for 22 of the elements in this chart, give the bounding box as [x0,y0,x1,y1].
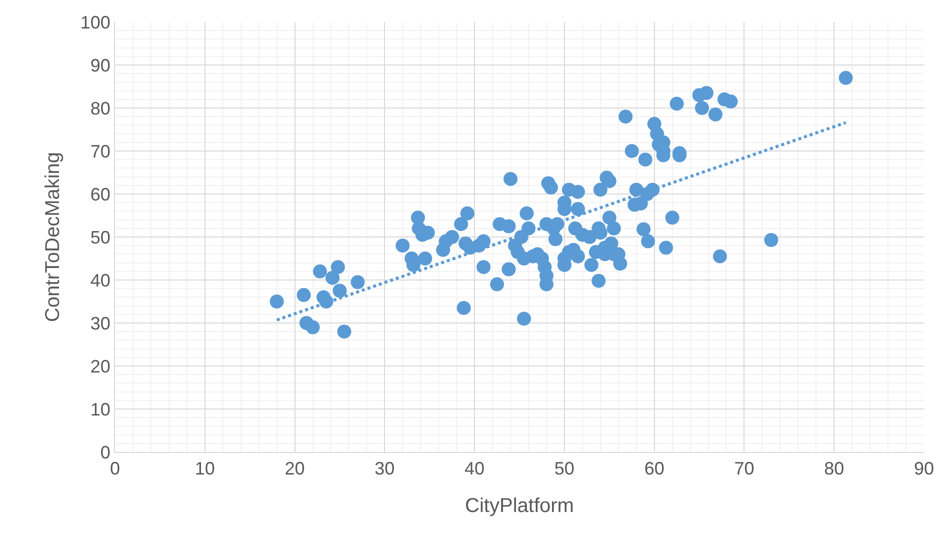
y-tick-label: 60 [90,184,110,204]
y-tick-label: 70 [90,141,110,162]
x-tick-label: 70 [734,458,754,479]
y-tick-label: 100 [80,12,110,32]
x-tick-label: 30 [374,458,395,479]
x-axis-title: CityPlatform [465,495,574,518]
y-tick-label: 90 [90,55,110,76]
x-tick-label: 50 [554,458,574,479]
y-tick-label: 80 [90,98,110,118]
x-tick-label: 80 [824,458,844,479]
y-tick-label: 50 [90,227,110,248]
y-tick-label: 40 [90,270,110,290]
x-tick-label: 10 [194,458,215,479]
y-tick-label: 10 [90,399,110,420]
y-tick-label: 30 [90,313,110,334]
y-tick-label: 0 [100,442,110,462]
x-tick-label: 40 [464,458,485,479]
x-tick-label: 60 [644,458,664,479]
x-tick-label: 20 [284,458,305,479]
x-tick-label: 90 [914,458,934,479]
y-axis-title: ContrToDecMaking [42,152,64,322]
y-tick-label: 20 [90,356,110,376]
